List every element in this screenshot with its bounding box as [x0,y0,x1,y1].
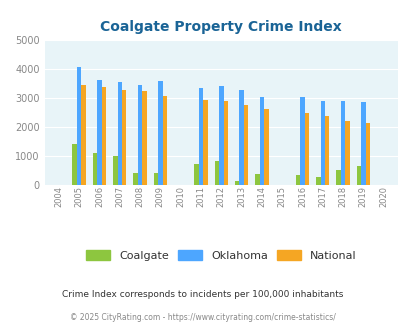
Bar [340,101,345,185]
Bar [162,96,167,185]
Bar [81,84,86,185]
Bar [102,87,106,185]
Text: Crime Index corresponds to incidents per 100,000 inhabitants: Crime Index corresponds to incidents per… [62,290,343,299]
Bar [259,97,264,185]
Bar [142,91,147,185]
Bar [194,164,198,185]
Bar [255,174,259,185]
Bar [214,161,219,185]
Bar [239,89,243,185]
Bar [122,90,126,185]
Bar [264,109,268,185]
Bar [203,100,207,185]
Bar [243,105,248,185]
Text: © 2025 CityRating.com - https://www.cityrating.com/crime-statistics/: © 2025 CityRating.com - https://www.city… [70,313,335,322]
Bar [113,156,117,185]
Bar [320,101,324,185]
Bar [336,170,340,185]
Legend: Coalgate, Oklahoma, National: Coalgate, Oklahoma, National [81,246,360,265]
Bar [117,82,122,185]
Bar [365,123,369,185]
Bar [345,121,349,185]
Bar [356,166,360,185]
Title: Coalgate Property Crime Index: Coalgate Property Crime Index [100,20,341,34]
Bar [97,80,102,185]
Bar [219,86,223,185]
Bar [158,81,162,185]
Bar [77,67,81,185]
Bar [198,88,203,185]
Bar [304,114,309,185]
Bar [324,116,329,185]
Bar [360,102,365,185]
Bar [223,101,228,185]
Bar [137,85,142,185]
Bar [295,175,300,185]
Bar [93,153,97,185]
Bar [315,177,320,185]
Bar [133,173,138,185]
Bar [234,181,239,185]
Bar [153,173,158,185]
Bar [72,144,77,185]
Bar [300,97,304,185]
